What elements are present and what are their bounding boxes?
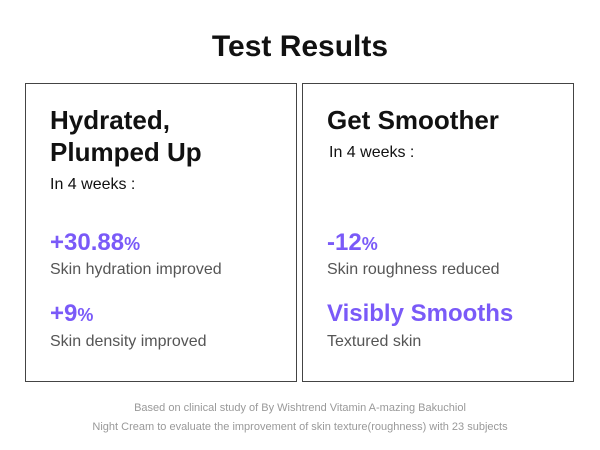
result-label: Skin roughness reduced	[327, 261, 500, 278]
card-heading-line2: Plumped Up	[50, 137, 202, 167]
smoothness-card: Get Smoother In 4 weeks : -12% Skin roug…	[302, 83, 574, 382]
footnote-line1: Based on clinical study of By Wishtrend …	[134, 402, 466, 414]
result-value: Visibly Smooths	[327, 300, 514, 327]
result-value: +9%	[50, 300, 94, 327]
hydration-card: Hydrated, Plumped Up In 4 weeks : +30.88…	[25, 83, 297, 382]
card-period: In 4 weeks :	[50, 176, 136, 193]
card-period: In 4 weeks :	[329, 144, 415, 161]
result-value: +30.88%	[50, 229, 141, 256]
result-label: Textured skin	[327, 333, 422, 350]
result-label: Skin hydration improved	[50, 261, 222, 278]
footnote-line2: Night Cream to evaluate the improvement …	[92, 421, 508, 433]
result-label: Skin density improved	[50, 333, 207, 350]
card-heading: Hydrated,	[50, 105, 170, 135]
card-heading: Get Smoother	[327, 105, 499, 135]
result-value: -12%	[327, 229, 378, 256]
page-title: Test Results	[211, 30, 389, 63]
